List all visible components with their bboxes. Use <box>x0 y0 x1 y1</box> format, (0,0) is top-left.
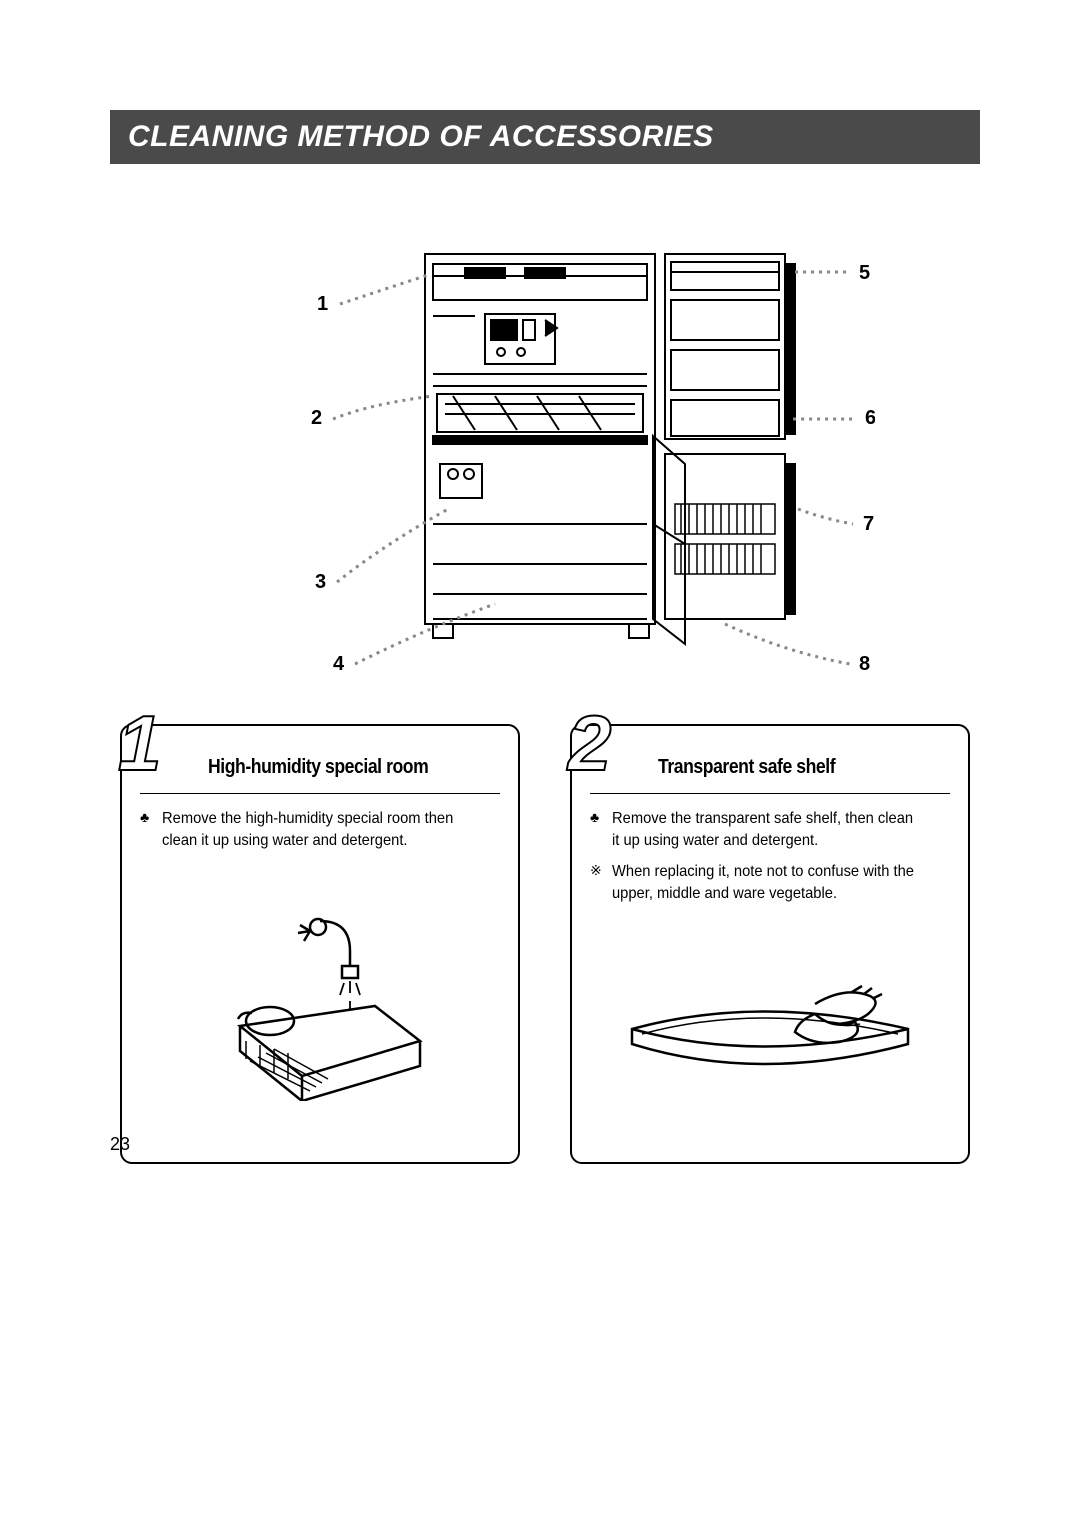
diagram-label-3: 3 <box>315 571 326 593</box>
diagram-label-1: 1 <box>317 293 328 315</box>
step-2-note: ※ When replacing it, note not to confuse… <box>590 861 950 904</box>
bullet-icon: ♣ <box>140 808 154 851</box>
step-1-title: High-humidity special room <box>208 756 428 779</box>
step-2-bullet-text: Remove the transparent safe shelf, then … <box>612 808 923 851</box>
step-1-header: 1 High-humidity special room <box>140 742 500 794</box>
step-1-illustration <box>140 911 500 1101</box>
step-2-header: 2 Transparent safe shelf <box>590 742 950 794</box>
diagram-label-2: 2 <box>311 407 322 429</box>
diagram-label-8: 8 <box>859 653 870 675</box>
step-2-title: Transparent safe shelf <box>658 756 835 779</box>
diagram-label-6: 6 <box>865 407 875 429</box>
note-icon: ※ <box>590 861 604 904</box>
step-1-number: 1 <box>118 704 161 782</box>
section-title: CLEANING METHOD OF ACCESSORIES <box>110 110 980 164</box>
page-number: 23 <box>110 1134 130 1155</box>
instruction-row: 1 High-humidity special room ♣ Remove th… <box>110 724 980 1164</box>
bullet-icon: ♣ <box>590 808 604 851</box>
diagram-label-5: 5 <box>859 262 870 284</box>
diagram-label-4: 4 <box>333 653 345 675</box>
step-1-box: 1 High-humidity special room ♣ Remove th… <box>120 724 520 1164</box>
step-1-bullet: ♣ Remove the high-humidity special room … <box>140 808 500 851</box>
step-2-number: 2 <box>568 704 611 782</box>
step-2-illustration <box>590 974 950 1114</box>
step-2-note-text: When replacing it, note not to confuse w… <box>612 861 923 904</box>
step-1-bullet-text: Remove the high-humidity special room th… <box>162 808 473 851</box>
fridge-diagram-svg: 1 2 3 4 5 6 7 8 <box>215 224 875 694</box>
step-2-box: 2 Transparent safe shelf ♣ Remove the tr… <box>570 724 970 1164</box>
fridge-diagram: 1 2 3 4 5 6 7 8 <box>110 224 980 694</box>
diagram-label-7: 7 <box>863 513 874 535</box>
step-2-bullet: ♣ Remove the transparent safe shelf, the… <box>590 808 950 851</box>
